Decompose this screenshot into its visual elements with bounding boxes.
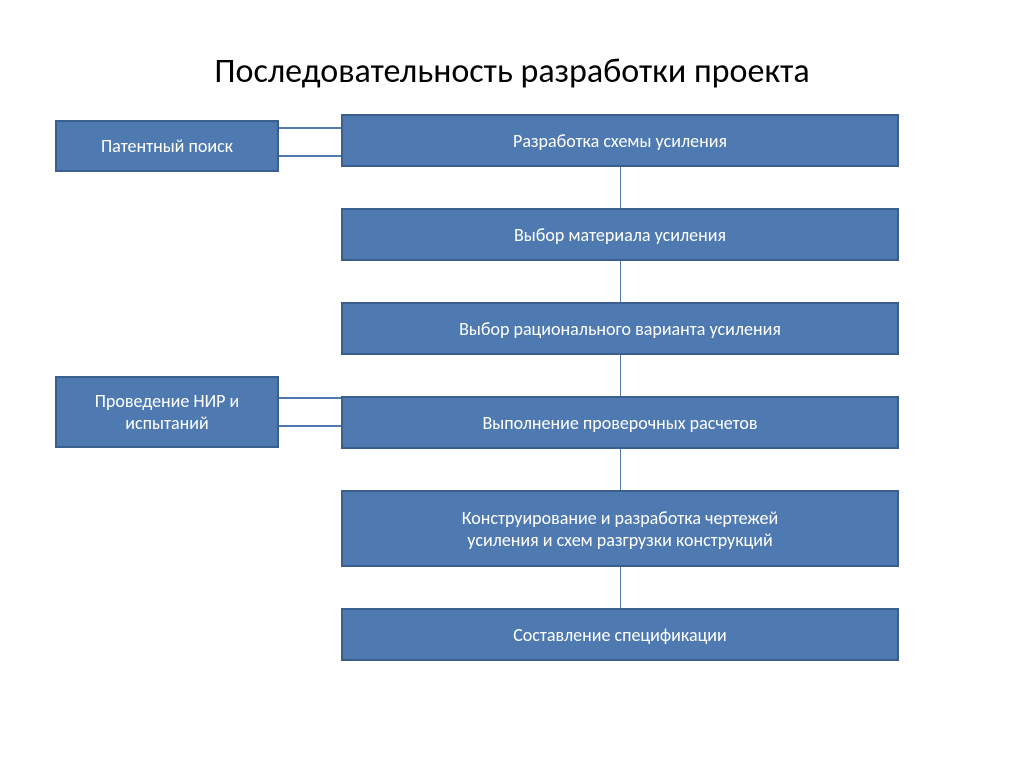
- vline-1: [620, 167, 621, 208]
- box-label: Патентный поиск: [101, 135, 233, 157]
- connector-research: [279, 397, 341, 427]
- title-line1: Последовательность разработки проекта: [214, 51, 809, 92]
- box-research-tests: Проведение НИР и испытаний: [55, 376, 279, 448]
- box-scheme-dev: Разработка схемы усиления: [341, 114, 899, 167]
- box-label: Выбор материала усиления: [514, 224, 726, 246]
- box-label: Разработка схемы усиления: [513, 130, 727, 152]
- vline-3: [620, 355, 621, 396]
- box-drawings: Конструирование и разработка чертежей ус…: [341, 490, 899, 567]
- box-verification-calc: Выполнение проверочных расчетов: [341, 396, 899, 449]
- box-label: Конструирование и разработка чертежей ус…: [462, 507, 779, 551]
- box-variant-choice: Выбор рационального варианта усиления: [341, 302, 899, 355]
- connector-patent: [279, 127, 341, 157]
- diagram-canvas: Последовательность разработки проекта ус…: [0, 0, 1024, 767]
- box-specification: Составление спецификации: [341, 608, 899, 661]
- box-patent-search: Патентный поиск: [55, 120, 279, 172]
- box-label: Проведение НИР и испытаний: [95, 390, 240, 434]
- vline-2: [620, 261, 621, 302]
- box-label: Выполнение проверочных расчетов: [482, 412, 757, 434]
- vline-4: [620, 449, 621, 490]
- vline-5: [620, 567, 621, 608]
- box-label: Выбор рационального варианта усиления: [459, 318, 781, 340]
- box-label: Составление спецификации: [513, 624, 727, 646]
- box-material-choice: Выбор материала усиления: [341, 208, 899, 261]
